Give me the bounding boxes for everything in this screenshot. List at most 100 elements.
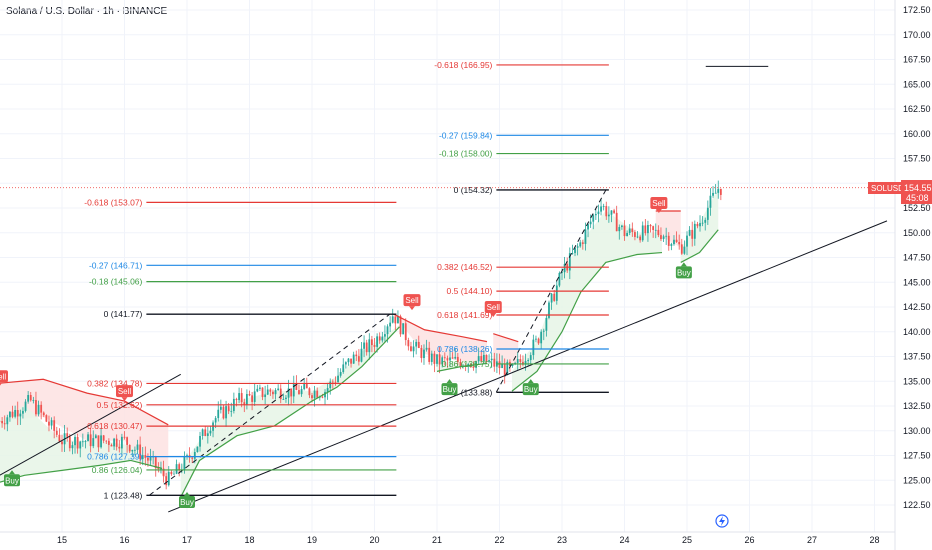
candle-body (316, 390, 319, 398)
candle-body (162, 468, 165, 477)
candle-body (350, 358, 352, 364)
trendlines[interactable] (0, 65, 888, 513)
fib-level-label: 0.5 (144.10) (447, 286, 493, 296)
signal-badge (441, 383, 458, 396)
candle-body (287, 388, 290, 398)
candle-body (576, 246, 579, 248)
candle-body (597, 211, 600, 215)
sell-signal: Sell (484, 301, 502, 317)
candle-body (568, 253, 571, 271)
candle-body (519, 359, 522, 362)
signal-pointer (680, 262, 687, 267)
candle-body (42, 412, 45, 416)
candle-body (272, 391, 274, 395)
candle-body (178, 464, 181, 471)
fib-level-label: 1 (133.88) (454, 387, 493, 397)
candle-body (410, 346, 412, 352)
candle-body (712, 192, 714, 196)
candle-body (290, 388, 293, 397)
candle-body (657, 229, 660, 236)
candle-body (548, 302, 550, 318)
supertrend-line (493, 333, 519, 343)
signal-pointer (490, 313, 497, 317)
signal-pointer (9, 470, 15, 475)
buy-signal: Buy (179, 492, 195, 509)
signal-label: Sell (405, 296, 419, 305)
candle-body (693, 223, 696, 239)
fibonacci-levels[interactable]: -0.618 (153.07) -0.27 (146.71) -0.18 (145.… (84, 60, 609, 500)
time-tick-label: 15 (57, 535, 67, 545)
candle-body (3, 423, 6, 425)
candle-body (186, 455, 188, 457)
time-axis[interactable]: 15 16 17 18 19 20 21 22 23 24 25 26 27 28 (0, 531, 895, 545)
signal-badge (0, 370, 8, 383)
supertrend-fill (180, 324, 400, 498)
fib-level-label: 0.382 (134.78) (87, 378, 142, 388)
candle-body (561, 272, 563, 273)
candle-body (204, 429, 207, 436)
candle-body (558, 272, 561, 286)
candle-body (423, 349, 425, 359)
candle-body (415, 341, 418, 347)
candle-body (256, 388, 259, 392)
candle-body (613, 210, 615, 213)
candle-body (652, 226, 655, 230)
candle-body (717, 188, 720, 193)
candle-body (594, 214, 597, 216)
candle-body (516, 359, 519, 363)
fib-trend-line[interactable] (495, 189, 607, 393)
candle-body (100, 435, 102, 448)
candle-body (443, 357, 446, 359)
candle-body (191, 457, 194, 459)
candle-body (602, 206, 605, 207)
fib-level-label: 0.618 (130.47) (87, 421, 142, 431)
candle-body (425, 347, 428, 350)
trendline[interactable] (168, 220, 888, 513)
candle-body (264, 394, 267, 398)
candle-body (524, 361, 527, 365)
price-tick-label: 135.00 (903, 376, 931, 386)
candle-body (292, 383, 295, 397)
candle-body (298, 390, 300, 395)
candle-body (355, 354, 358, 357)
buy-signal: Buy (522, 379, 539, 396)
price-tick-label: 130.00 (903, 426, 931, 436)
grid (0, 0, 895, 532)
fib-level-label: -0.27 (159.84) (439, 130, 493, 140)
candle-body (480, 356, 483, 362)
candle-body (295, 383, 298, 391)
fib-level-label: 1 (123.48) (104, 490, 143, 500)
price-tick-label: 127.50 (903, 451, 931, 461)
candle-body (490, 358, 493, 361)
candle-body (412, 346, 415, 352)
candle-body (261, 387, 264, 398)
candle-body (141, 455, 144, 460)
price-tick-label: 160.00 (903, 129, 931, 139)
signal-badge (675, 266, 692, 279)
trendline[interactable] (0, 373, 181, 476)
candle-body (313, 390, 316, 399)
time-tick-label: 27 (807, 535, 817, 545)
candle-body (259, 387, 261, 389)
candle-body (503, 364, 506, 375)
candle-body (532, 339, 535, 356)
signal-label: Buy (524, 385, 538, 394)
candle-body (118, 446, 121, 449)
candle-body (428, 347, 431, 362)
candle-body (581, 242, 584, 244)
candle-body (1, 421, 4, 424)
candle-body (71, 445, 74, 449)
sell-signal: Sell (650, 197, 668, 214)
candle-body (670, 244, 673, 246)
candle-body (686, 235, 688, 247)
price-axis[interactable]: 122.50 125.00 127.50 130.00 132.50 135.00 137.… (894, 0, 932, 550)
current-price-tag: SOLUSD 154.55 45:08 (868, 180, 932, 204)
price-tick-label: 152.50 (903, 203, 931, 213)
candle-body (662, 236, 665, 240)
candle-body (110, 444, 113, 447)
candle-body (402, 323, 405, 335)
snapshot-icon[interactable] (715, 514, 729, 528)
candle-body (620, 225, 623, 228)
candle-body (11, 411, 14, 417)
